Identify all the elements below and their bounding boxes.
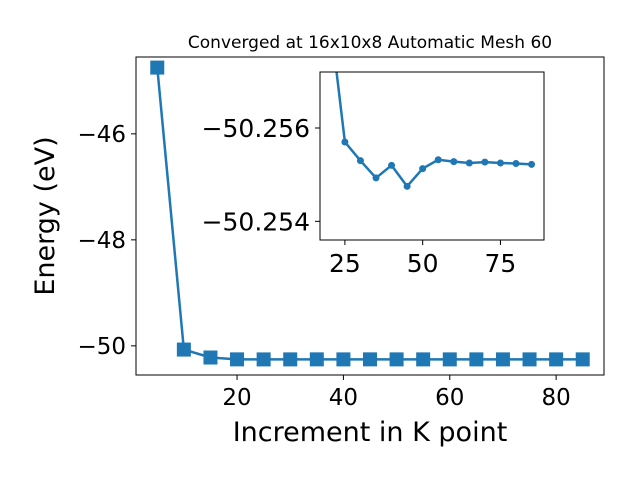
inset-data-point [496, 159, 504, 167]
inset-x-tick-label: 50 [407, 249, 439, 278]
inset-data-point [356, 157, 364, 165]
main-y-tick-label: −50 [77, 334, 126, 360]
main-data-point [389, 352, 404, 367]
main-x-tick-label: 40 [329, 385, 358, 411]
main-data-point [522, 352, 537, 367]
inset-data-point [481, 158, 489, 166]
main-data-point [495, 352, 510, 367]
inset-data-point [512, 159, 520, 167]
main-data-point [176, 342, 191, 357]
inset-plot-frame [319, 71, 545, 241]
inset-x-tick-label: 25 [329, 249, 361, 278]
main-y-tick-label: −46 [77, 122, 126, 148]
main-data-point [416, 352, 431, 367]
main-x-tick-label: 80 [541, 385, 570, 411]
inset-data-point [450, 158, 458, 166]
main-data-layer [150, 60, 590, 367]
y-axis-label: Energy (eV) [30, 136, 61, 295]
main-data-point [230, 352, 245, 367]
inset-data-point [528, 160, 536, 168]
main-data-point [336, 352, 351, 367]
main-data-point [363, 352, 377, 367]
inset-data-point [372, 174, 380, 182]
inset-y-tick-label: −50.256 [202, 114, 310, 143]
main-plot-frame [135, 56, 605, 376]
main-y-tick-label: −48 [77, 228, 126, 254]
inset-data-point [419, 165, 427, 173]
x-axis-label: Increment in K point [233, 417, 508, 448]
main-data-point [150, 60, 165, 75]
main-plot: 20 40 60 80 −50 −48 −46 [77, 60, 590, 411]
inset-data-point [341, 138, 349, 146]
main-x-tick-label: 20 [222, 385, 251, 411]
inset-data-point [465, 159, 473, 167]
main-data-point [442, 352, 457, 367]
inset-background [320, 72, 544, 240]
inset-y-tick-label: −50.254 [202, 207, 310, 236]
main-data-point [203, 350, 218, 365]
main-data-point [283, 352, 298, 367]
inset-plot: 25 50 75 −50.256 −50.254 [202, 72, 536, 278]
chart-title: Converged at 16x10x8 Automatic Mesh 60 [188, 33, 552, 53]
main-data-point [549, 352, 564, 367]
inset-data-layer [335, 72, 536, 190]
main-data-point [256, 352, 271, 367]
inset-data-point [434, 156, 442, 164]
main-data-point [469, 352, 484, 367]
inset-data-point [388, 161, 396, 169]
main-x-tick-label: 60 [435, 385, 464, 411]
main-data-point [575, 352, 590, 367]
inset-data-point [403, 182, 411, 190]
inset-x-tick-label: 75 [485, 249, 517, 278]
main-data-point [309, 352, 324, 367]
